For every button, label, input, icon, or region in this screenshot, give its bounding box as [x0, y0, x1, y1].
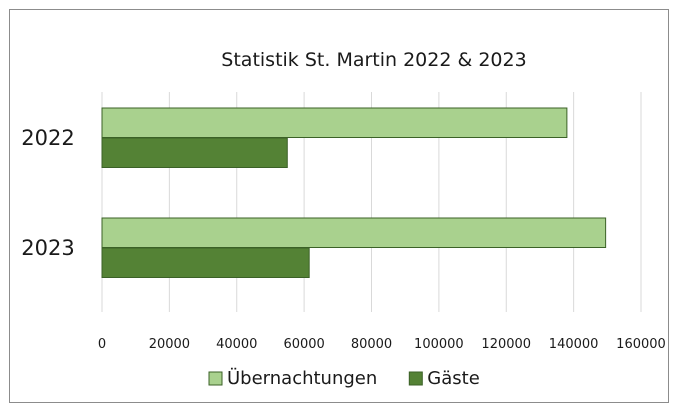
x-tick-140000: 140000 [549, 337, 599, 352]
x-tick-0: 0 [98, 337, 106, 352]
x-tick-100000: 100000 [414, 337, 464, 352]
legend-label-g-ste: Gäste [427, 368, 480, 389]
x-tick-20000: 20000 [149, 337, 190, 352]
legend-label-bernachtungen: Übernachtungen [227, 367, 377, 389]
legend-swatch-g-ste [408, 371, 423, 386]
category-label-2022: 2022 [21, 126, 74, 150]
chart-title: Statistik St. Martin 2022 & 2023 [221, 49, 526, 71]
x-tick-labels: 0 20000 40000 60000 80000 100000 120000 140000 1… [98, 337, 666, 352]
bar-2023-g-ste [101, 247, 310, 278]
category-labels: 2022 2023 [21, 126, 74, 260]
legend-swatch-bernachtungen [208, 371, 223, 386]
bar-2023-bernachtungen [101, 217, 607, 248]
x-tick-160000: 160000 [616, 337, 666, 352]
chart-frame [9, 9, 669, 403]
bar-2022-g-ste [101, 137, 288, 168]
bar-2022-bernachtungen [101, 107, 568, 138]
x-tick-120000: 120000 [481, 337, 531, 352]
bars [101, 107, 607, 278]
category-label-2023: 2023 [21, 236, 74, 260]
x-tick-60000: 60000 [283, 337, 324, 352]
legend: Übernachtungen Gäste [208, 367, 480, 389]
x-tick-40000: 40000 [216, 337, 257, 352]
x-tick-80000: 80000 [351, 337, 392, 352]
